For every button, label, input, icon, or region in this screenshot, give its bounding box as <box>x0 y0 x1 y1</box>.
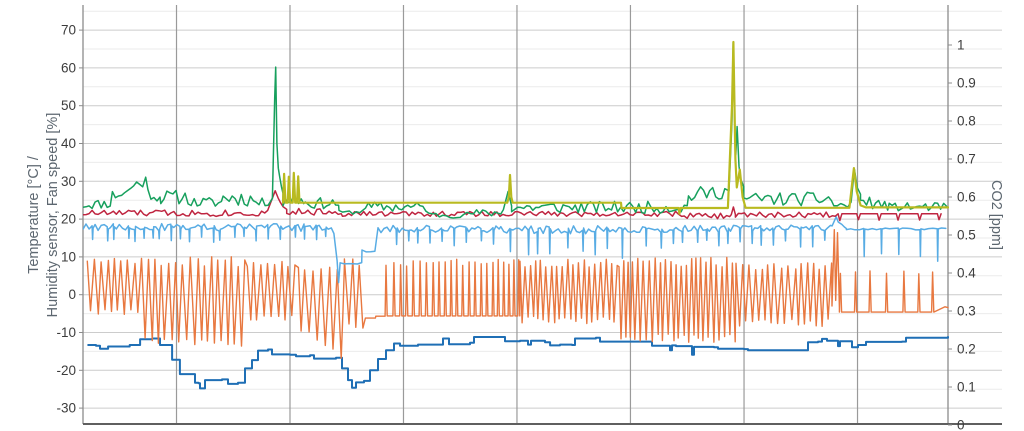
y-right-tick-label: 0.4 <box>957 266 976 281</box>
y-right-tick-label: 0.1 <box>957 380 976 395</box>
y-right-tick-label: 0.3 <box>957 304 976 319</box>
y-right-tick-label: 1 <box>957 38 965 53</box>
y-left-tick-label: 50 <box>61 98 76 113</box>
y-left-tick-label: 20 <box>61 212 76 227</box>
series-lines <box>83 40 949 390</box>
y-left-tick-label: 30 <box>61 174 76 189</box>
y-left-tick-label: 0 <box>68 287 76 302</box>
y-right-tick-label: 0.9 <box>957 76 976 91</box>
series-light-blue-line <box>83 216 947 284</box>
y-left-tick-label: 10 <box>61 249 76 264</box>
y-left-tick-label: -20 <box>56 363 76 378</box>
y-left-tick-label: 70 <box>61 23 76 38</box>
y-left-tick-label: 60 <box>61 60 76 75</box>
y-right-tick-label: 0.2 <box>957 342 976 357</box>
y-right-tick-label: 0.8 <box>957 114 976 129</box>
series-orange-line <box>86 229 949 359</box>
y-right-tick-label: 0.5 <box>957 228 976 243</box>
tick-labels: 70 60 50 40 30 20 10 0 -10 -20 -30 1 0.9 0.8 0.7 0.6 0.5… <box>56 23 976 431</box>
y-left-axis-title-line1: Temperature [°C] / <box>26 155 42 274</box>
y-left-tick-label: -10 <box>56 325 76 340</box>
series-green-line <box>83 41 948 219</box>
series-yellow-co2-line <box>281 40 949 215</box>
y-right-tick-label: 0.7 <box>957 152 976 167</box>
series-dark-blue-line <box>87 336 949 390</box>
y-right-tick-label: 0 <box>957 418 965 431</box>
y-left-tick-label: 40 <box>61 136 76 151</box>
y-right-axis-title: CO2 [ppm] <box>988 180 1004 250</box>
y-left-tick-label: -30 <box>56 401 76 416</box>
y-right-tick-label: 0.6 <box>957 190 976 205</box>
y-left-axis-title-line2: Humidity sensor, Fan speed [%] <box>45 113 61 318</box>
